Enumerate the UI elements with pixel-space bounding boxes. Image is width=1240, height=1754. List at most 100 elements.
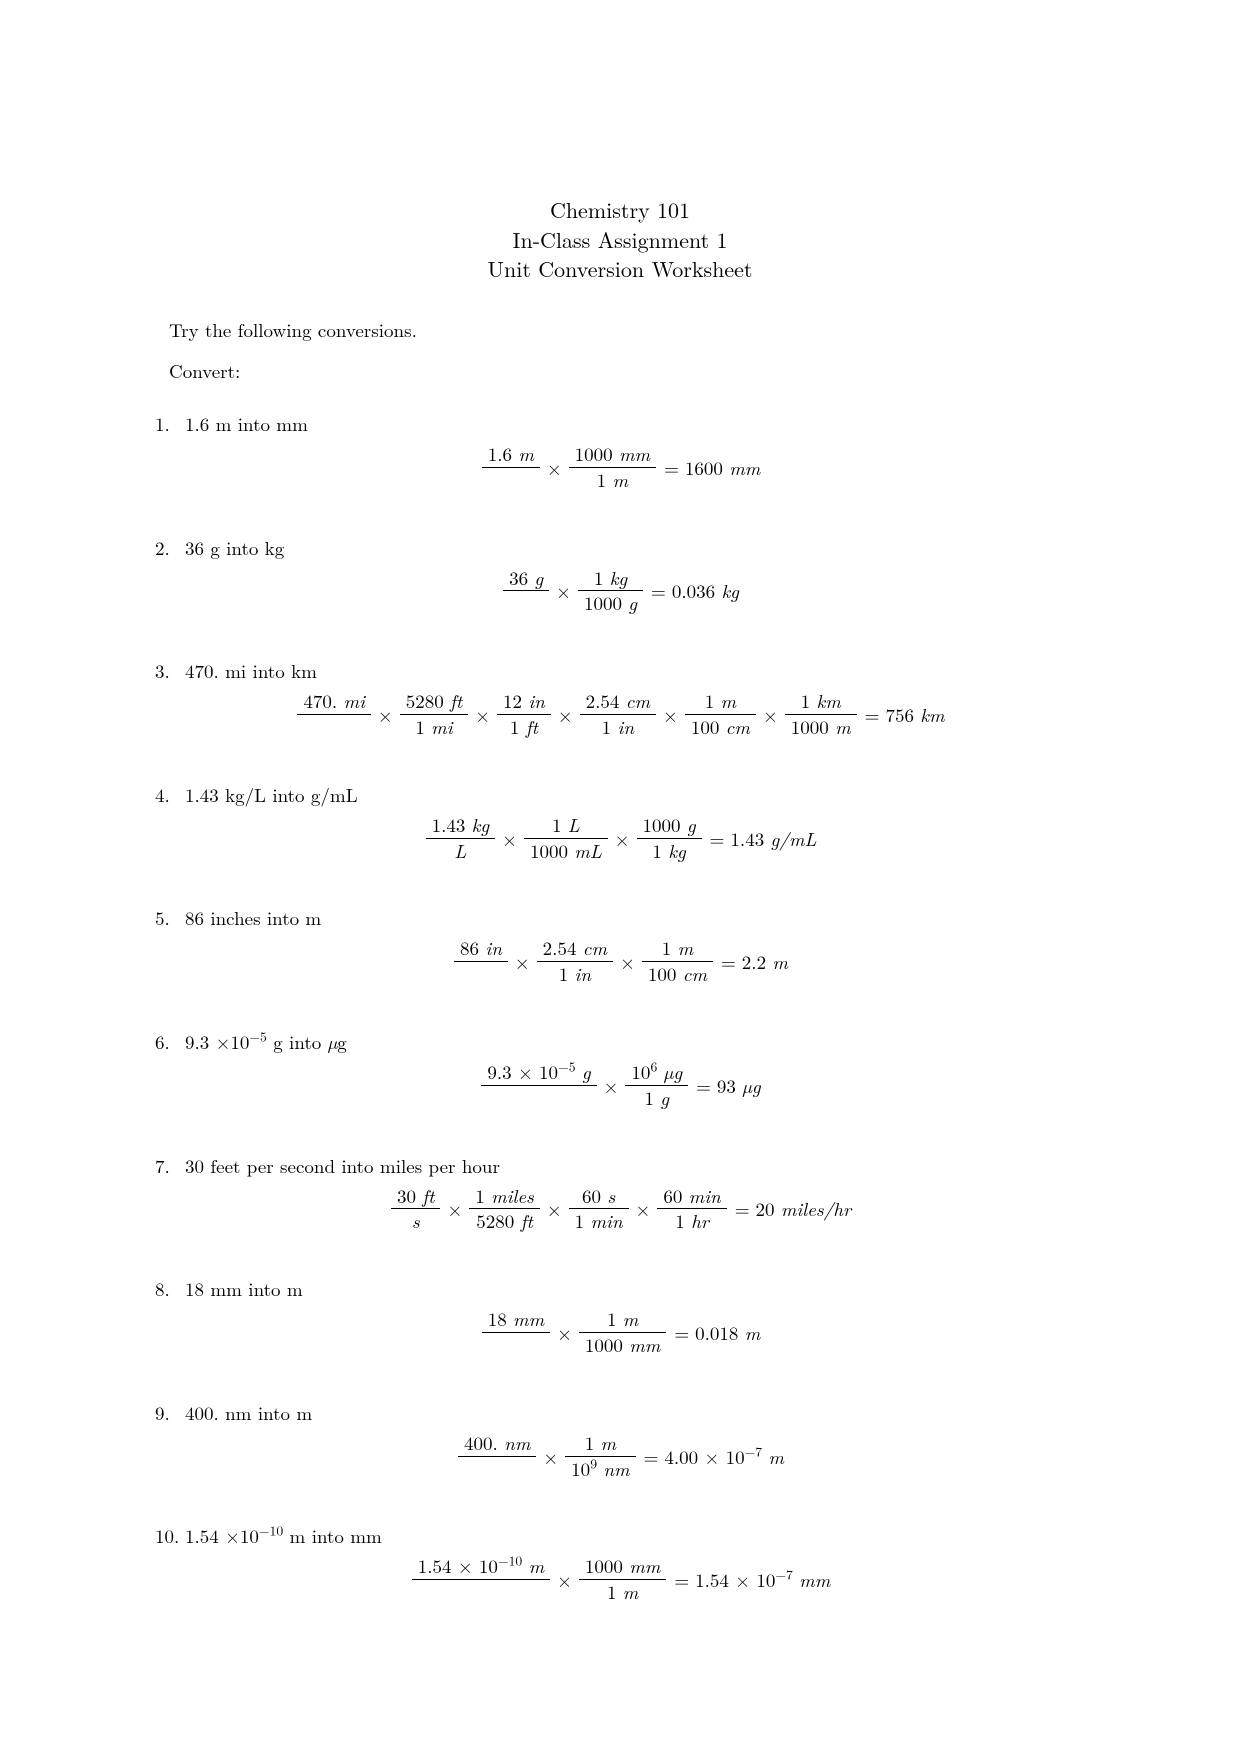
problem-prompt: 1.54 ×10−10 m into mm <box>155 1522 1085 1549</box>
equals-symbol: = <box>704 825 731 852</box>
worksheet-page: Chemistry 101 In-Class Assignment 1 Unit… <box>0 0 1240 1754</box>
fraction: 470. mi <box>297 690 371 739</box>
equation-result: 4.00 × 10−7 m <box>664 1443 784 1470</box>
equals-symbol: = <box>668 1566 695 1593</box>
fraction-denominator: 1 m <box>579 1580 666 1604</box>
problem-item: 470. mi into km470. mi ×5280 ft1 mi×12 i… <box>155 657 1085 739</box>
fraction-numerator: 86 in <box>454 937 508 962</box>
fraction-numerator: 1 m <box>642 937 713 962</box>
fraction: 1 kg1000 g <box>578 567 643 616</box>
fraction: 5280 ft1 mi <box>400 690 468 739</box>
fraction-numerator: 1 km <box>785 690 857 715</box>
fraction: 1000 mm1 m <box>569 443 656 492</box>
times-symbol: × <box>658 701 683 728</box>
problem-item: 9.3 ×10−5 g into µg 9.3 × 10−5 g ×106 µg1… <box>155 1028 1085 1110</box>
fraction: 1000 mm1 m <box>579 1555 666 1604</box>
fraction: 1.43 kgL <box>426 814 496 863</box>
problem-prompt: 30 feet per second into miles per hour <box>155 1152 1085 1179</box>
fraction: 2.54 cm1 in <box>580 690 656 739</box>
fraction-denominator: 1 kg <box>637 839 702 863</box>
fraction: 1 miles5280 ft <box>469 1185 540 1234</box>
problem-equation: 400. nm ×1 m109 nm=4.00 × 10−7 m <box>155 1432 1085 1481</box>
fraction-numerator: 60 s <box>569 1185 629 1210</box>
convert-label: Convert: <box>169 357 1085 384</box>
fraction: 18 mm <box>482 1308 550 1357</box>
fraction: 60 s1 min <box>569 1185 629 1234</box>
fraction-denominator <box>454 962 508 986</box>
times-symbol: × <box>542 454 567 481</box>
fraction: 1 m1000 mm <box>579 1308 666 1357</box>
fraction-denominator: 1 m <box>569 468 656 492</box>
fraction: 1 km1000 m <box>785 690 857 739</box>
fraction: 30 fts <box>391 1185 440 1234</box>
fraction-denominator <box>482 468 540 492</box>
fraction-denominator: 1 g <box>625 1086 688 1110</box>
problem-equation: 86 in ×2.54 cm1 in×1 m100 cm=2.2 m <box>155 937 1085 986</box>
fraction: 1000 g1 kg <box>637 814 702 863</box>
problem-equation: 36 g ×1 kg1000 g=0.036 kg <box>155 567 1085 616</box>
equation-result: 756 km <box>885 701 944 728</box>
problem-prompt: 86 inches into m <box>155 904 1085 931</box>
problem-item: 1.6 m into mm1.6 m ×1000 mm1 m=1600 mm <box>155 410 1085 492</box>
times-symbol: × <box>631 1195 656 1222</box>
fraction-denominator: L <box>426 839 496 863</box>
fraction-numerator: 36 g <box>503 567 549 592</box>
fraction: 1 m109 nm <box>565 1432 635 1481</box>
fraction: 60 min1 hr <box>657 1185 726 1234</box>
fraction-denominator <box>481 1086 596 1110</box>
fraction-denominator <box>297 715 371 739</box>
equals-symbol: = <box>715 948 742 975</box>
fraction-denominator: 1 hr <box>657 1209 726 1233</box>
fraction: 1.54 × 10−10 m <box>412 1555 550 1604</box>
fraction-denominator: 1000 g <box>578 591 643 615</box>
equals-symbol: = <box>638 1443 665 1470</box>
fraction-numerator: 1000 g <box>637 814 702 839</box>
equation-result: 0.018 m <box>695 1319 760 1346</box>
problem-item: 400. nm into m400. nm ×1 m109 nm=4.00 × … <box>155 1399 1085 1481</box>
problem-equation: 18 mm ×1 m1000 mm=0.018 m <box>155 1308 1085 1357</box>
problem-item: 30 feet per second into miles per hour 30… <box>155 1152 1085 1234</box>
equals-symbol: = <box>729 1195 756 1222</box>
fraction-denominator: 1000 mL <box>524 839 608 863</box>
fraction-denominator: 5280 ft <box>469 1209 540 1233</box>
problem-equation: 1.54 × 10−10 m ×1000 mm1 m=1.54 × 10−7 m… <box>155 1555 1085 1604</box>
problem-item: 36 g into kg36 g ×1 kg1000 g=0.036 kg <box>155 534 1085 616</box>
times-symbol: × <box>615 948 640 975</box>
fraction: 1 L1000 mL <box>524 814 608 863</box>
times-symbol: × <box>373 701 398 728</box>
problem-equation: 1.43 kgL×1 L1000 mL×1000 g1 kg=1.43 g/mL <box>155 814 1085 863</box>
problem-equation: 470. mi ×5280 ft1 mi×12 in1 ft×2.54 cm1 … <box>155 690 1085 739</box>
equation-result: 20 miles/hr <box>756 1195 852 1222</box>
fraction-numerator: 1.6 m <box>482 443 540 468</box>
fraction: 1 m100 cm <box>642 937 713 986</box>
equation-result: 2.2 m <box>742 948 788 975</box>
problem-equation: 1.6 m ×1000 mm1 m=1600 mm <box>155 443 1085 492</box>
equation-result: 93 µg <box>717 1072 761 1099</box>
fraction-denominator: 1 ft <box>497 715 551 739</box>
equation-result: 1600 mm <box>685 454 760 481</box>
fraction-numerator: 1 kg <box>578 567 643 592</box>
times-symbol: × <box>470 701 495 728</box>
fraction-denominator <box>482 1333 550 1357</box>
problem-prompt: 9.3 ×10−5 g into µg <box>155 1028 1085 1055</box>
fraction-numerator: 60 min <box>657 1185 726 1210</box>
fraction-numerator: 5280 ft <box>400 690 468 715</box>
fraction-numerator: 1.43 kg <box>426 814 496 839</box>
fraction-denominator: 1 in <box>537 962 613 986</box>
equation-result: 1.54 × 10−7 mm <box>695 1566 830 1593</box>
fraction-denominator <box>412 1580 550 1604</box>
fraction: 36 g <box>503 567 549 616</box>
times-symbol: × <box>542 1195 567 1222</box>
fraction-denominator <box>458 1457 536 1481</box>
times-symbol: × <box>599 1072 624 1099</box>
problem-prompt: 1.43 kg/L into g/mL <box>155 781 1085 808</box>
times-symbol: × <box>510 948 535 975</box>
problem-equation: 9.3 × 10−5 g ×106 µg1 g=93 µg <box>155 1061 1085 1110</box>
times-symbol: × <box>442 1195 467 1222</box>
fraction: 2.54 cm1 in <box>537 937 613 986</box>
equals-symbol: = <box>645 577 672 604</box>
problem-item: 18 mm into m18 mm ×1 m1000 mm=0.018 m <box>155 1275 1085 1357</box>
fraction-numerator: 1.54 × 10−10 m <box>412 1555 550 1580</box>
problem-list: 1.6 m into mm1.6 m ×1000 mm1 m=1600 mm 36… <box>155 410 1085 1604</box>
equals-symbol: = <box>859 701 886 728</box>
